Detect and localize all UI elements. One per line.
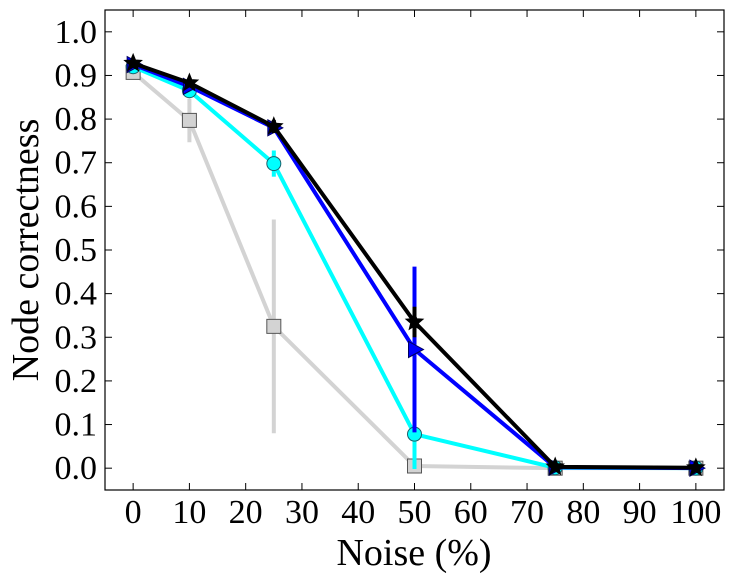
y-tick-label: 0.2: [55, 363, 98, 400]
series-4-point: [123, 52, 143, 72]
y-tick-label: 0.5: [55, 232, 98, 269]
x-tick-label: 100: [670, 494, 721, 531]
plot-area: [123, 52, 706, 478]
y-tick-label: 0.9: [55, 57, 98, 94]
series-4-line: [132, 61, 696, 470]
y-tick-label: 0.4: [55, 276, 98, 313]
series-1-point: [181, 112, 197, 128]
y-tick-label: 0.6: [55, 188, 98, 225]
x-tick-label: 90: [623, 494, 657, 531]
y-tick-label: 1.0: [55, 14, 98, 51]
x-tick-label: 30: [285, 494, 319, 531]
series-3: [126, 55, 706, 478]
series-2-point: [266, 156, 282, 172]
x-tick-label: 70: [510, 494, 544, 531]
series-4: [123, 52, 706, 477]
y-tick-label: 0.7: [55, 145, 98, 182]
series-4-point: [686, 457, 706, 477]
x-tick-label: 80: [566, 494, 600, 531]
series-4-point: [404, 311, 425, 331]
y-tick-label: 0.1: [55, 407, 98, 444]
series-1-point: [266, 318, 282, 334]
x-axis-title: Noise (%): [336, 532, 491, 574]
x-tick-label: 50: [398, 494, 432, 531]
axes: 0 10 20 30 40 50 60 70 80 90 100 0.0 0.1 0.2 0.3 0.4 0.5…: [55, 9, 725, 531]
x-tick-label: 0: [125, 494, 142, 531]
y-tick-label: 0.8: [55, 101, 98, 138]
series-3-point: [408, 340, 425, 359]
series-4-point: [545, 456, 565, 476]
x-tick-label: 60: [454, 494, 488, 531]
y-tick-label: 0.0: [55, 450, 98, 487]
x-tick-label: 40: [341, 494, 375, 531]
y-tick-label: 0.3: [55, 319, 98, 356]
y-axis-title: Node correctness: [5, 119, 47, 382]
series-4-point: [179, 72, 200, 92]
series-4-point: [264, 116, 284, 135]
x-tick-label: 10: [172, 494, 206, 531]
x-tick-label: 20: [229, 494, 263, 531]
